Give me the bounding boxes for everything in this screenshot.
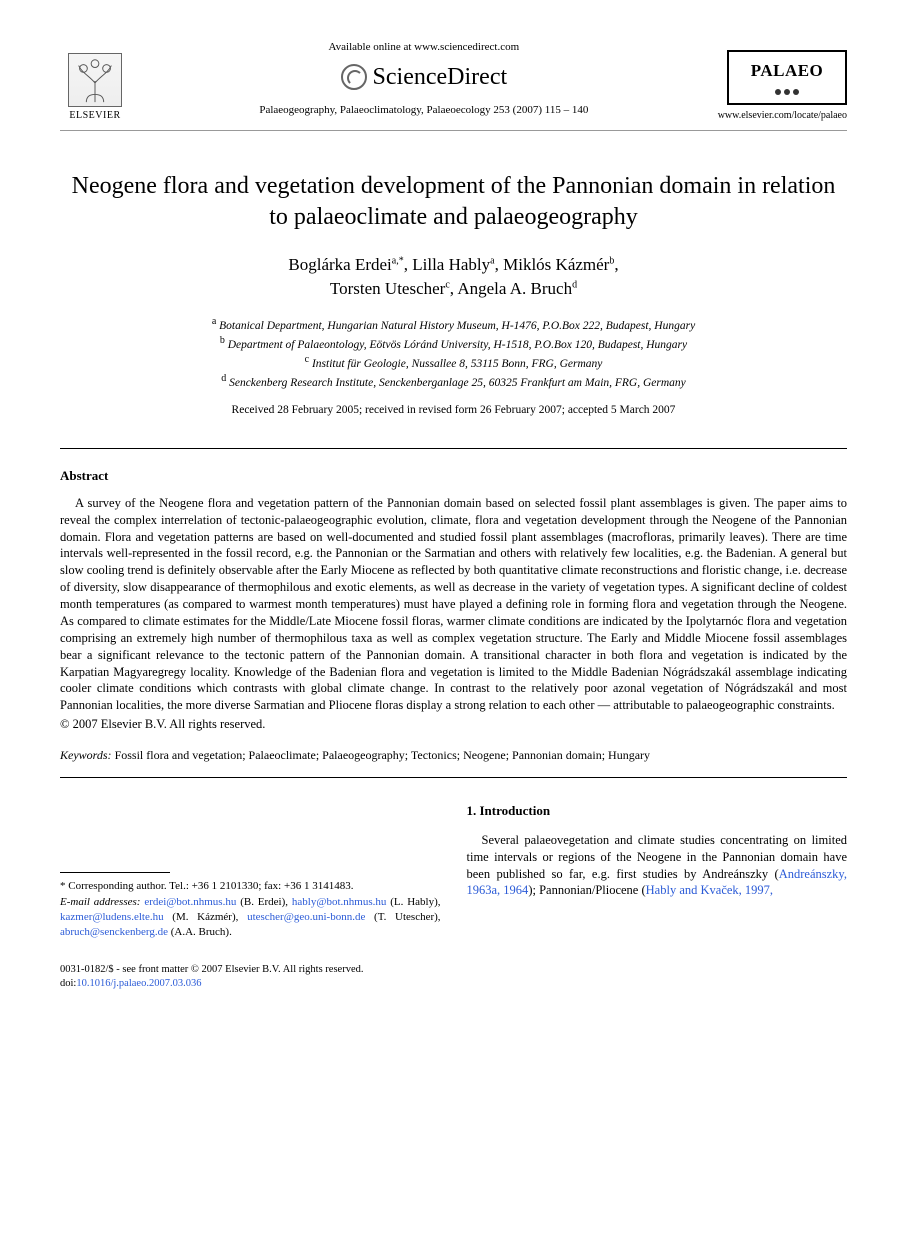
header-right: PALAEO www.elsevier.com/locate/palaeo (718, 50, 847, 122)
intro-text-2: ); Pannonian/Pliocene ( (528, 883, 645, 897)
affiliation-d: Senckenberg Research Institute, Senckenb… (229, 377, 686, 389)
citation-line: Palaeogeography, Palaeoclimatology, Pala… (140, 103, 708, 118)
corresponding-line: * Corresponding author. Tel.: +36 1 2101… (60, 879, 441, 894)
article-dates: Received 28 February 2005; received in r… (60, 403, 847, 419)
article-title: Neogene flora and vegetation development… (60, 171, 847, 233)
email-name-4: (T. Utescher), (374, 911, 441, 923)
sciencedirect-logo: ScienceDirect (140, 61, 708, 93)
email-name-3: (M. Kázmér), (172, 911, 238, 923)
locate-url: www.elsevier.com/locate/palaeo (718, 109, 847, 123)
divider (60, 777, 847, 778)
abstract-heading: Abstract (60, 467, 847, 485)
authors-block: Boglárka Erdeia,*, Lilla Hablya, Miklós … (60, 253, 847, 301)
author-1: Boglárka Erdei (288, 255, 391, 274)
abstract-body: A survey of the Neogene flora and vegeta… (60, 495, 847, 714)
author-sep: , (614, 255, 618, 274)
doi-label: doi: (60, 978, 76, 989)
introduction-heading: 1. Introduction (467, 802, 848, 820)
right-column: 1. Introduction Several palaeovegetation… (467, 802, 848, 941)
affiliation-b: Department of Palaeontology, Eötvös Lórá… (228, 339, 687, 351)
email-link-3[interactable]: kazmer@ludens.elte.hu (60, 911, 164, 923)
corresponding-footnote: * Corresponding author. Tel.: +36 1 2101… (60, 879, 441, 941)
doi-link[interactable]: 10.1016/j.palaeo.2007.03.036 (76, 978, 201, 989)
body-columns: * Corresponding author. Tel.: +36 1 2101… (60, 802, 847, 941)
author-sep: , Lilla Hably (404, 255, 490, 274)
author-sep: , Angela A. Bruch (450, 279, 572, 298)
palaeo-dots-icon (735, 89, 839, 95)
elsevier-tree-icon (68, 53, 122, 107)
header-center: Available online at www.sciencedirect.co… (130, 40, 718, 122)
affiliation-a: Botanical Department, Hungarian Natural … (219, 320, 695, 332)
keywords-label: Keywords: (60, 748, 112, 762)
author-4: Torsten Utescher (330, 279, 445, 298)
author-1-affil-sup: a,* (392, 256, 404, 267)
author-sep: , Miklós Kázmér (495, 255, 610, 274)
elsevier-logo: ELSEVIER (60, 53, 130, 123)
sciencedirect-swirl-icon (341, 64, 367, 90)
elsevier-label: ELSEVIER (60, 109, 130, 123)
journal-header: ELSEVIER Available online at www.science… (60, 40, 847, 131)
affiliations-block: a Botanical Department, Hungarian Natura… (60, 315, 847, 391)
citation-link-2[interactable]: Hably and Kvaček, 1997, (646, 883, 773, 897)
email-name-5: (A.A. Bruch). (171, 926, 232, 938)
email-link-2[interactable]: hably@bot.nhmus.hu (292, 896, 386, 908)
email-name-2: (L. Hably), (390, 896, 440, 908)
abstract-text: A survey of the Neogene flora and vegeta… (60, 495, 847, 714)
introduction-paragraph: Several palaeovegetation and climate stu… (467, 832, 848, 900)
palaeo-label: PALAEO (735, 60, 839, 83)
email-label: E-mail addresses: (60, 896, 140, 908)
email-name-1: (B. Erdei), (240, 896, 288, 908)
divider (60, 448, 847, 449)
email-link-5[interactable]: abruch@senckenberg.de (60, 926, 168, 938)
issn-line: 0031-0182/$ - see front matter © 2007 El… (60, 963, 847, 977)
journal-cover-badge: PALAEO (727, 50, 847, 105)
keywords-line: Keywords: Fossil flora and vegetation; P… (60, 747, 847, 763)
footnote-divider (60, 872, 170, 873)
affiliation-c: Institut für Geologie, Nussallee 8, 5311… (312, 358, 602, 370)
copyright-line: © 2007 Elsevier B.V. All rights reserved… (60, 716, 847, 733)
email-link-1[interactable]: erdei@bot.nhmus.hu (144, 896, 236, 908)
email-link-4[interactable]: utescher@geo.uni-bonn.de (247, 911, 365, 923)
front-matter-footer: 0031-0182/$ - see front matter © 2007 El… (60, 963, 847, 991)
left-column: * Corresponding author. Tel.: +36 1 2101… (60, 802, 441, 941)
author-5-affil-sup: d (572, 280, 577, 291)
sciencedirect-label: ScienceDirect (373, 61, 508, 93)
keywords-value: Fossil flora and vegetation; Palaeoclima… (115, 748, 650, 762)
available-online-line: Available online at www.sciencedirect.co… (140, 40, 708, 55)
